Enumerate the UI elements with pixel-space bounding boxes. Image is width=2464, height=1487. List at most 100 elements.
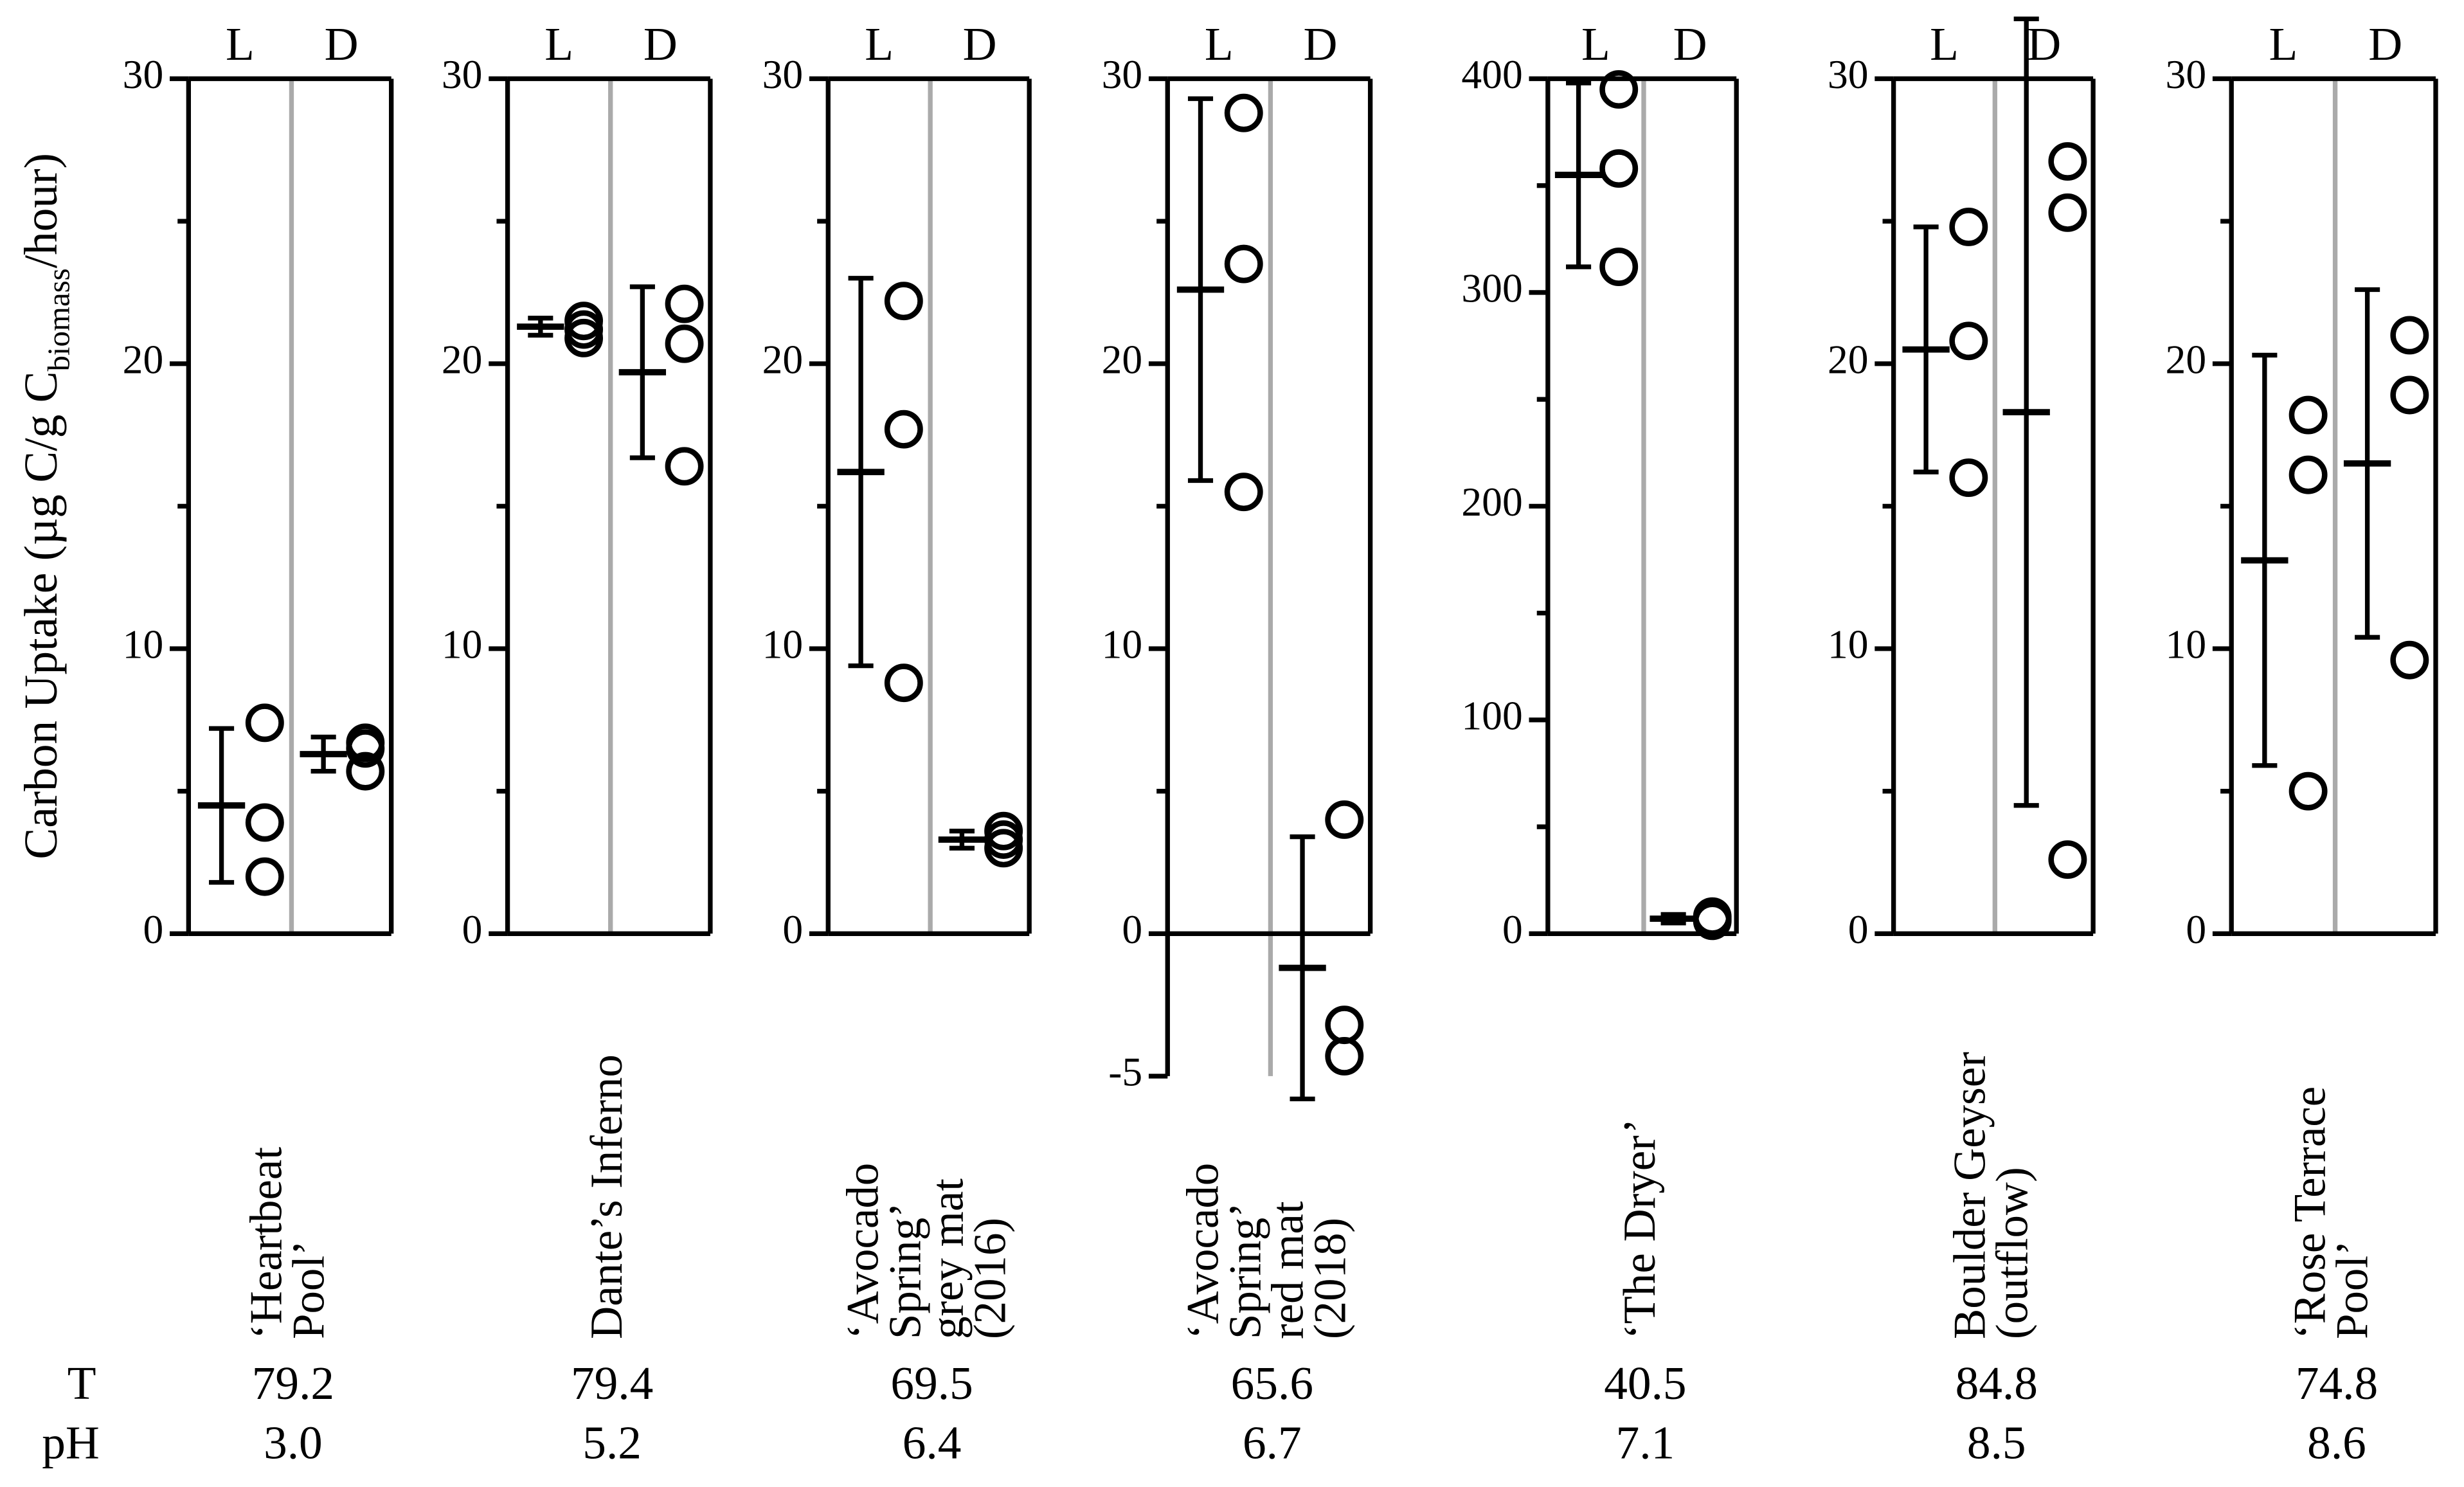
data-point <box>2048 142 2087 181</box>
data-point <box>984 829 1023 868</box>
y-tick-label: 100 <box>1461 692 1522 738</box>
temperature: 40.5 <box>1604 1357 1686 1409</box>
site-label: ‘Avocado <box>838 1163 888 1339</box>
y-label-text: Carbon Uptake (µg C/g C <box>15 372 67 860</box>
y-tick-label: 200 <box>1461 479 1522 525</box>
data-point <box>1224 473 1263 512</box>
data-point <box>1599 149 1639 188</box>
y-tick-label: 20 <box>123 336 164 382</box>
category-label: D <box>643 18 678 70</box>
site-label: Spring’ <box>880 1202 930 1339</box>
site-label: (2016) <box>965 1218 1015 1339</box>
site-label: Spring’ <box>1221 1202 1271 1339</box>
temperature: 65.6 <box>1231 1357 1313 1409</box>
data-point <box>1949 458 1988 497</box>
data-point <box>665 447 704 486</box>
data-point <box>2048 193 2087 232</box>
y-tick-label: 300 <box>1461 266 1522 311</box>
site-label: grey mat <box>922 1178 973 1339</box>
data-point <box>346 752 385 791</box>
y-tick-label: 10 <box>123 622 164 667</box>
data-point <box>1224 93 1263 132</box>
data-point <box>665 284 704 323</box>
data-point <box>1224 244 1263 284</box>
category-label: L <box>865 18 894 70</box>
site-label: Pool’ <box>284 1240 334 1339</box>
y-tick-label: 0 <box>1122 906 1142 952</box>
data-point <box>1599 70 1639 109</box>
category-label: D <box>1304 18 1338 70</box>
data-point <box>2289 771 2328 811</box>
data-point <box>1325 1036 1364 1076</box>
data-point <box>245 857 284 896</box>
data-point <box>884 282 923 321</box>
site-label: red mat <box>1263 1201 1313 1339</box>
data-point <box>1325 800 1364 839</box>
ph: 8.5 <box>1967 1417 2026 1469</box>
y-label-sub: biomass <box>41 268 76 371</box>
data-point <box>884 663 923 703</box>
site-label: Dante’s Inferno <box>582 1054 632 1339</box>
data-point <box>245 803 284 842</box>
category-label: D <box>2027 18 2061 70</box>
y-tick-label: 0 <box>143 906 163 952</box>
site-label: (2018) <box>1306 1218 1356 1339</box>
data-point <box>665 324 704 363</box>
temperature: 84.8 <box>1956 1357 2038 1409</box>
y-tick-label: 20 <box>442 336 483 382</box>
site-label: Boulder Geyser <box>1945 1052 1995 1339</box>
ph: 6.7 <box>1243 1417 1302 1469</box>
ph: 5.2 <box>582 1417 642 1469</box>
y-tick-label: -5 <box>1108 1049 1142 1095</box>
y-label-text: /hour) <box>15 153 67 268</box>
y-tick-label: 20 <box>1828 336 1869 382</box>
y-tick-label: 30 <box>442 51 483 97</box>
category-label: L <box>1930 18 1959 70</box>
site-label: ‘The Dryer’ <box>1615 1119 1665 1339</box>
category-label: L <box>1205 18 1234 70</box>
y-tick-label: 0 <box>462 906 483 952</box>
data-point <box>2390 375 2429 415</box>
category-label: D <box>963 18 997 70</box>
temperature: 79.4 <box>571 1357 653 1409</box>
data-point <box>1949 321 1988 361</box>
data-point <box>2390 316 2429 355</box>
site-label: Pool’ <box>2328 1240 2378 1339</box>
category-label: L <box>2269 18 2298 70</box>
data-point <box>2390 640 2429 680</box>
category-label: D <box>1673 18 1707 70</box>
data-point <box>1693 901 1732 941</box>
y-tick-label: 20 <box>762 336 804 382</box>
y-tick-label: 0 <box>782 906 803 952</box>
y-tick-label: 0 <box>1848 906 1869 952</box>
data-point <box>1949 208 1988 246</box>
y-tick-label: 20 <box>2166 336 2207 382</box>
row-label: T <box>67 1357 96 1409</box>
data-point <box>346 729 385 768</box>
data-point <box>2289 455 2328 494</box>
y-tick-label: 30 <box>2166 51 2207 97</box>
site-label: (outflow) <box>1987 1167 2037 1339</box>
y-tick-label: 10 <box>1102 622 1143 667</box>
ph: 6.4 <box>903 1417 962 1469</box>
temperature: 74.8 <box>2296 1357 2378 1409</box>
y-tick-label: 10 <box>1828 622 1869 667</box>
temperature: 79.2 <box>252 1357 334 1409</box>
data-point <box>1325 1005 1364 1045</box>
data-point <box>2289 395 2328 435</box>
data-point <box>564 318 604 357</box>
data-point <box>884 410 923 449</box>
y-tick-label: 30 <box>762 51 804 97</box>
y-tick-label: 30 <box>1102 51 1143 97</box>
y-tick-label: 400 <box>1461 51 1522 97</box>
site-label: ‘Heartbeat <box>242 1147 292 1339</box>
data-point <box>1599 248 1639 286</box>
category-label: D <box>2368 18 2402 70</box>
row-label: pH <box>42 1417 100 1469</box>
data-point <box>245 703 284 743</box>
category-label: L <box>226 18 255 70</box>
y-tick-label: 20 <box>1102 336 1143 382</box>
site-label: ‘Rose Terrace <box>2285 1086 2335 1339</box>
y-tick-label: 10 <box>2166 622 2207 667</box>
ph: 8.6 <box>2307 1417 2366 1469</box>
